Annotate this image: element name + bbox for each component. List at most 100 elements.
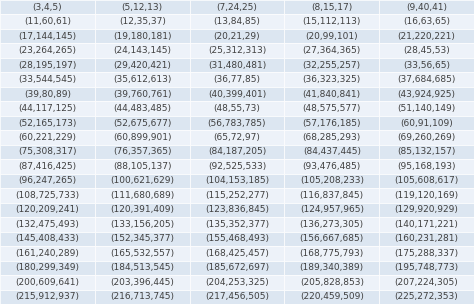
Text: (24,143,145): (24,143,145): [113, 46, 171, 55]
Bar: [284, 261, 379, 275]
Text: (145,408,433): (145,408,433): [16, 234, 79, 244]
Bar: [0, 203, 95, 217]
Bar: [379, 29, 474, 43]
Text: (133,156,205): (133,156,205): [110, 220, 174, 229]
Bar: [190, 159, 284, 174]
Bar: [284, 289, 379, 304]
Bar: [95, 29, 190, 43]
Bar: [284, 29, 379, 43]
Bar: [379, 15, 474, 29]
Text: (37,684,685): (37,684,685): [397, 75, 456, 84]
Text: (13,84,85): (13,84,85): [214, 17, 260, 26]
Text: (44,483,485): (44,483,485): [113, 104, 171, 113]
Bar: [0, 43, 95, 58]
Text: (84,437,445): (84,437,445): [303, 147, 361, 157]
Bar: [284, 15, 379, 29]
Bar: [95, 58, 190, 72]
Bar: [0, 188, 95, 203]
Bar: [379, 43, 474, 58]
Bar: [0, 130, 95, 145]
Bar: [379, 101, 474, 116]
Text: (48,55,73): (48,55,73): [214, 104, 260, 113]
Bar: [379, 217, 474, 232]
Bar: [284, 188, 379, 203]
Bar: [190, 203, 284, 217]
Bar: [0, 101, 95, 116]
Bar: [190, 29, 284, 43]
Text: (36,77,85): (36,77,85): [213, 75, 261, 84]
Text: (104,153,185): (104,153,185): [205, 176, 269, 185]
Bar: [0, 15, 95, 29]
Text: (27,364,365): (27,364,365): [303, 46, 361, 55]
Text: (168,425,457): (168,425,457): [205, 249, 269, 258]
Text: (129,920,929): (129,920,929): [395, 206, 458, 214]
Text: (8,15,17): (8,15,17): [311, 3, 353, 12]
Text: (152,345,377): (152,345,377): [110, 234, 174, 244]
Bar: [284, 130, 379, 145]
Text: (161,240,289): (161,240,289): [16, 249, 79, 258]
Text: (9,40,41): (9,40,41): [406, 3, 447, 12]
Text: (35,612,613): (35,612,613): [113, 75, 172, 84]
Bar: [0, 116, 95, 130]
Text: (84,187,205): (84,187,205): [208, 147, 266, 157]
Bar: [0, 261, 95, 275]
Bar: [284, 87, 379, 101]
Text: (217,456,505): (217,456,505): [205, 292, 269, 301]
Bar: [379, 116, 474, 130]
Bar: [284, 174, 379, 188]
Text: (25,312,313): (25,312,313): [208, 46, 266, 55]
Bar: [95, 188, 190, 203]
Bar: [190, 289, 284, 304]
Text: (140,171,221): (140,171,221): [395, 220, 458, 229]
Bar: [284, 72, 379, 87]
Bar: [0, 232, 95, 246]
Text: (5,12,13): (5,12,13): [122, 3, 163, 12]
Bar: [95, 289, 190, 304]
Bar: [95, 72, 190, 87]
Text: (36,323,325): (36,323,325): [303, 75, 361, 84]
Text: (189,340,389): (189,340,389): [300, 263, 364, 272]
Text: (175,288,337): (175,288,337): [394, 249, 459, 258]
Text: (33,56,65): (33,56,65): [403, 60, 450, 70]
Text: (17,144,145): (17,144,145): [18, 32, 76, 41]
Text: (88,105,137): (88,105,137): [113, 162, 172, 171]
Text: (32,255,257): (32,255,257): [303, 60, 361, 70]
Bar: [95, 130, 190, 145]
Text: (105,608,617): (105,608,617): [394, 176, 459, 185]
Text: (60,899,901): (60,899,901): [113, 133, 172, 142]
Text: (185,672,697): (185,672,697): [205, 263, 269, 272]
Text: (108,725,733): (108,725,733): [15, 191, 80, 200]
Bar: [95, 217, 190, 232]
Text: (57,176,185): (57,176,185): [302, 119, 361, 128]
Bar: [95, 159, 190, 174]
Text: (23,264,265): (23,264,265): [18, 46, 76, 55]
Bar: [95, 261, 190, 275]
Bar: [284, 145, 379, 159]
Text: (76,357,365): (76,357,365): [113, 147, 172, 157]
Text: (95,168,193): (95,168,193): [397, 162, 456, 171]
Text: (33,544,545): (33,544,545): [18, 75, 76, 84]
Text: (52,675,677): (52,675,677): [113, 119, 172, 128]
Bar: [379, 174, 474, 188]
Bar: [0, 58, 95, 72]
Text: (44,117,125): (44,117,125): [18, 104, 76, 113]
Text: (52,165,173): (52,165,173): [18, 119, 77, 128]
Text: (12,35,37): (12,35,37): [119, 17, 165, 26]
Bar: [95, 116, 190, 130]
Text: (215,912,937): (215,912,937): [15, 292, 80, 301]
Bar: [379, 261, 474, 275]
Text: (87,416,425): (87,416,425): [18, 162, 76, 171]
Text: (20,21,29): (20,21,29): [214, 32, 260, 41]
Bar: [190, 246, 284, 261]
Bar: [379, 58, 474, 72]
Text: (75,308,317): (75,308,317): [18, 147, 77, 157]
Bar: [379, 159, 474, 174]
Bar: [95, 0, 190, 15]
Bar: [379, 232, 474, 246]
Text: (11,60,61): (11,60,61): [24, 17, 71, 26]
Text: (124,957,965): (124,957,965): [300, 206, 364, 214]
Text: (155,468,493): (155,468,493): [205, 234, 269, 244]
Text: (136,273,305): (136,273,305): [300, 220, 364, 229]
Text: (132,475,493): (132,475,493): [16, 220, 79, 229]
Text: (216,713,745): (216,713,745): [110, 292, 174, 301]
